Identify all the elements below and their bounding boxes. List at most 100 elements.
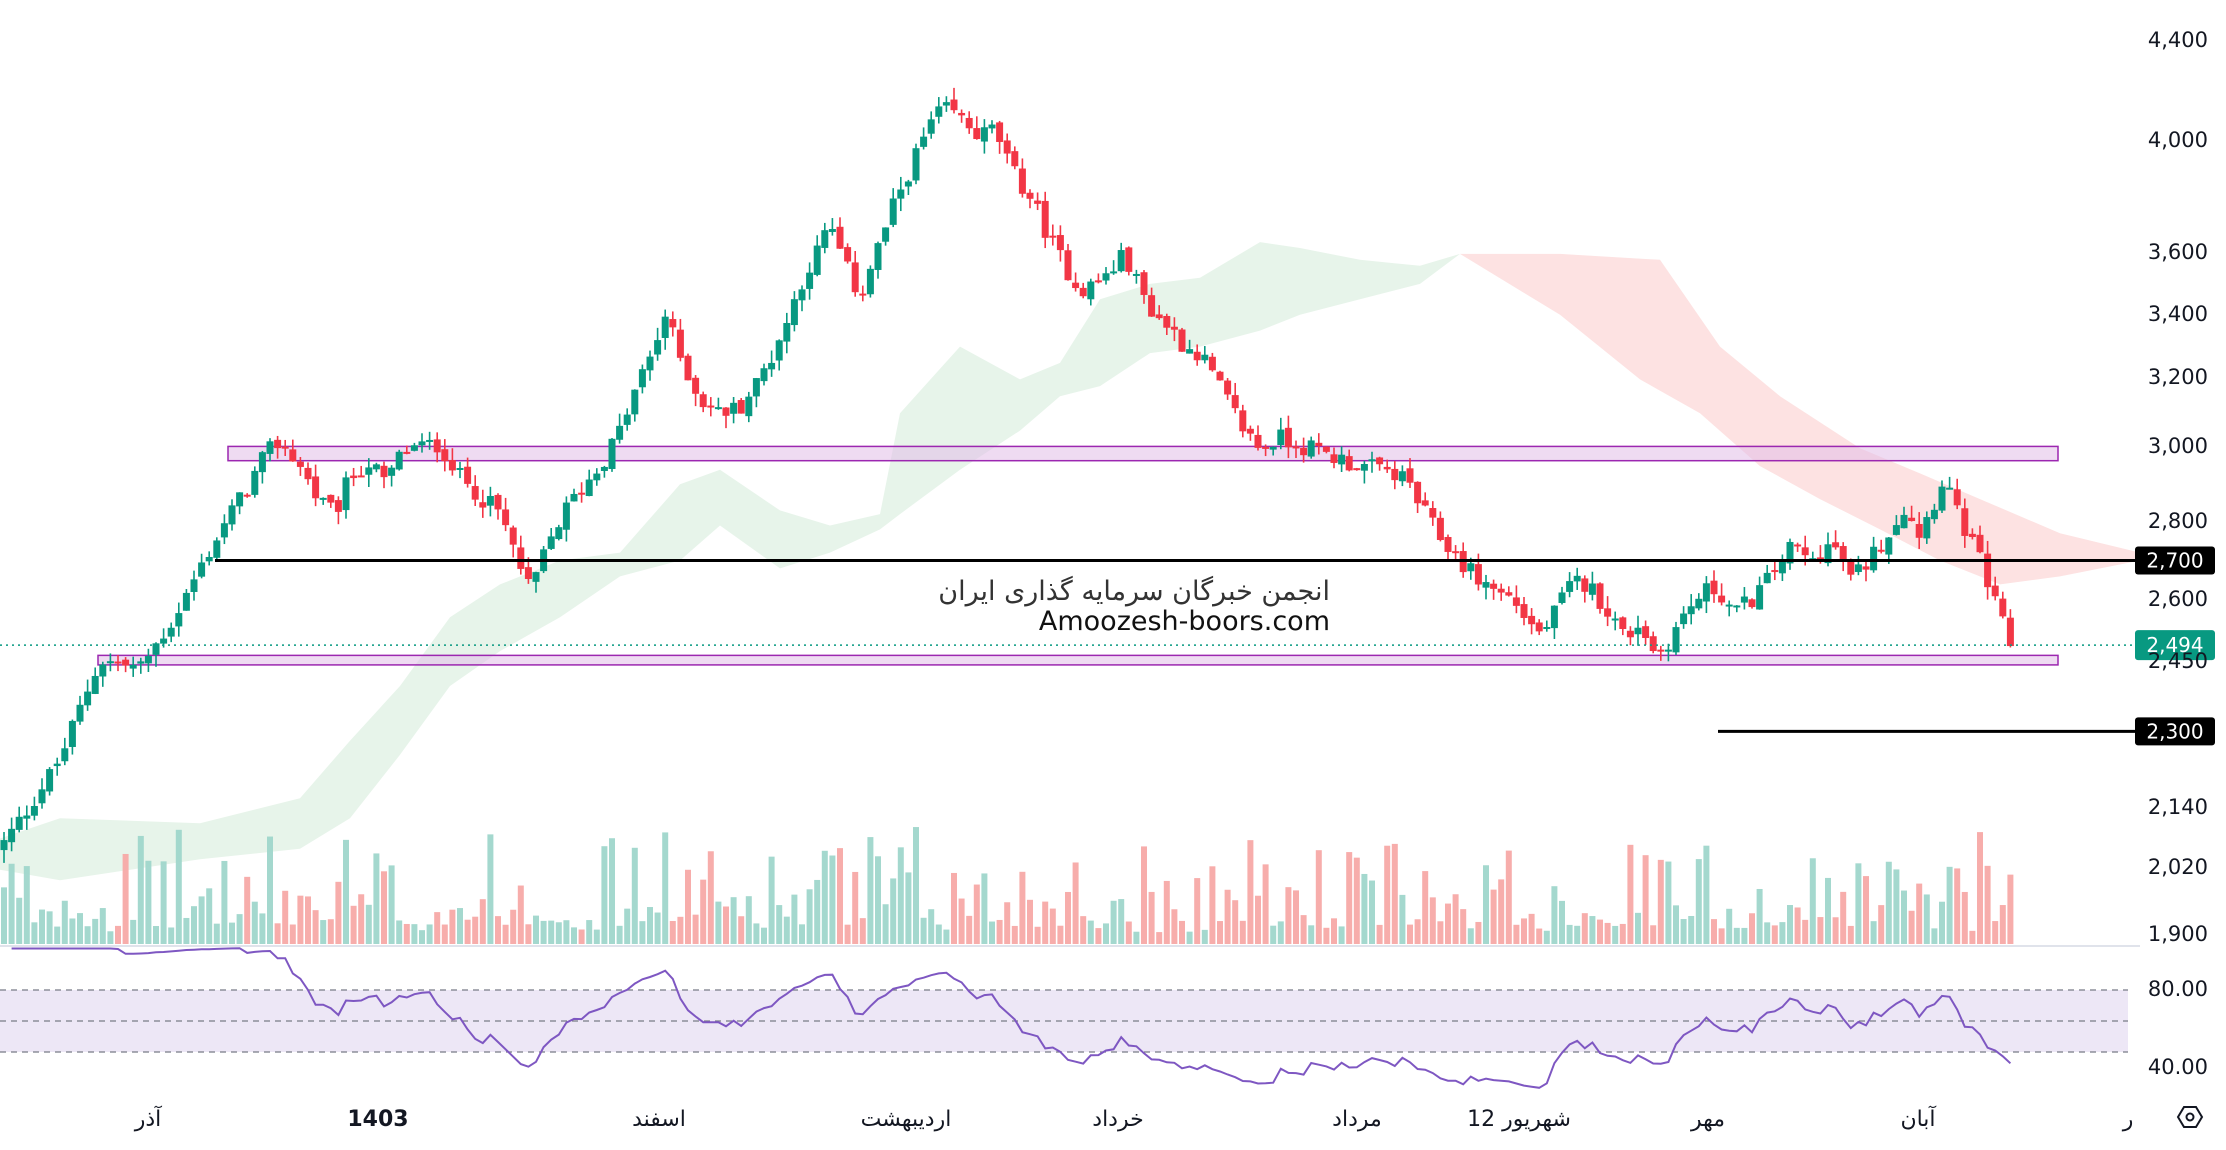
candle-body[interactable] bbox=[334, 500, 342, 512]
candle[interactable] bbox=[471, 475, 479, 506]
candle[interactable] bbox=[1406, 458, 1414, 488]
candle[interactable] bbox=[1398, 465, 1406, 487]
candle-body[interactable] bbox=[1657, 649, 1665, 652]
candle[interactable] bbox=[1300, 437, 1308, 463]
candle[interactable] bbox=[1049, 224, 1057, 246]
candle-body[interactable] bbox=[1474, 564, 1482, 585]
candle-body[interactable] bbox=[1094, 280, 1102, 283]
candle[interactable] bbox=[1231, 382, 1239, 414]
candle[interactable] bbox=[1740, 587, 1748, 610]
candle[interactable] bbox=[1262, 444, 1270, 457]
candle[interactable] bbox=[251, 466, 259, 498]
candle-body[interactable] bbox=[1885, 537, 1893, 555]
candle-body[interactable] bbox=[1376, 457, 1384, 465]
candle-body[interactable] bbox=[532, 572, 540, 582]
candle-body[interactable] bbox=[1642, 626, 1650, 639]
candle-body[interactable] bbox=[1079, 287, 1087, 297]
candle[interactable] bbox=[167, 622, 175, 643]
candle-body[interactable] bbox=[1528, 615, 1536, 625]
candle-body[interactable] bbox=[296, 461, 304, 467]
candle[interactable] bbox=[494, 493, 502, 520]
candle[interactable] bbox=[1786, 538, 1794, 570]
candle-body[interactable] bbox=[1984, 553, 1992, 588]
candle[interactable] bbox=[319, 497, 327, 505]
candle-body[interactable] bbox=[380, 465, 388, 478]
candle-body[interactable] bbox=[707, 405, 715, 408]
candle[interactable] bbox=[1125, 246, 1133, 276]
candle[interactable] bbox=[1573, 567, 1581, 590]
candle-body[interactable] bbox=[844, 247, 852, 262]
candle-body[interactable] bbox=[699, 394, 707, 408]
candle[interactable] bbox=[707, 397, 715, 417]
candle[interactable] bbox=[1201, 346, 1209, 364]
candle[interactable] bbox=[844, 243, 852, 264]
candle-body[interactable] bbox=[1847, 561, 1855, 575]
candle[interactable] bbox=[889, 188, 897, 228]
candle-body[interactable] bbox=[1170, 326, 1178, 330]
candle-body[interactable] bbox=[1824, 544, 1832, 564]
candle-body[interactable] bbox=[813, 245, 821, 275]
candle[interactable] bbox=[114, 655, 122, 672]
candle-body[interactable] bbox=[912, 148, 920, 181]
candle[interactable] bbox=[502, 497, 510, 532]
candle-body[interactable] bbox=[1262, 446, 1270, 449]
candle-body[interactable] bbox=[1794, 544, 1802, 547]
candle-body[interactable] bbox=[1224, 380, 1232, 395]
candle-body[interactable] bbox=[1604, 608, 1612, 617]
candle-body[interactable] bbox=[1300, 447, 1308, 456]
candle-body[interactable] bbox=[1543, 627, 1551, 630]
candle-body[interactable] bbox=[517, 547, 525, 569]
candle-body[interactable] bbox=[502, 509, 510, 526]
candle-body[interactable] bbox=[84, 691, 92, 706]
candle[interactable] bbox=[1619, 616, 1627, 636]
candle[interactable] bbox=[2006, 609, 2014, 648]
candle[interactable] bbox=[912, 143, 920, 185]
candle[interactable] bbox=[874, 241, 882, 279]
candle-body[interactable] bbox=[1246, 428, 1254, 434]
candle-body[interactable] bbox=[1733, 605, 1741, 608]
candle-body[interactable] bbox=[1072, 282, 1080, 289]
candle-body[interactable] bbox=[441, 449, 449, 462]
candle[interactable] bbox=[486, 486, 494, 517]
candle-body[interactable] bbox=[889, 198, 897, 225]
candle-body[interactable] bbox=[1436, 517, 1444, 540]
candle[interactable] bbox=[1763, 564, 1771, 584]
candle-body[interactable] bbox=[1307, 440, 1315, 457]
candle-body[interactable] bbox=[137, 661, 145, 664]
candle[interactable] bbox=[1968, 528, 1976, 540]
candle-body[interactable] bbox=[783, 322, 791, 342]
candle-body[interactable] bbox=[828, 229, 836, 232]
candle-body[interactable] bbox=[1961, 508, 1969, 536]
candle-body[interactable] bbox=[958, 112, 966, 116]
rsi-line[interactable] bbox=[11, 947, 2012, 1089]
candle[interactable] bbox=[692, 375, 700, 407]
candle[interactable] bbox=[654, 327, 662, 361]
candle[interactable] bbox=[1558, 586, 1566, 605]
candle-body[interactable] bbox=[15, 816, 23, 830]
candle-body[interactable] bbox=[1368, 459, 1376, 462]
candle-body[interactable] bbox=[920, 136, 928, 147]
candle[interactable] bbox=[1984, 540, 1992, 600]
candle-body[interactable] bbox=[91, 675, 99, 694]
candle-body[interactable] bbox=[1702, 583, 1710, 602]
candle[interactable] bbox=[1452, 545, 1460, 562]
candle[interactable] bbox=[1087, 278, 1095, 306]
candle-body[interactable] bbox=[859, 293, 867, 296]
candle[interactable] bbox=[1839, 542, 1847, 572]
candle-body[interactable] bbox=[555, 527, 563, 540]
candle-body[interactable] bbox=[1110, 271, 1118, 274]
candle[interactable] bbox=[1535, 619, 1543, 636]
candle-body[interactable] bbox=[494, 494, 502, 510]
candle[interactable] bbox=[1338, 446, 1346, 472]
candle-body[interactable] bbox=[258, 452, 266, 473]
candle-body[interactable] bbox=[874, 243, 882, 270]
candle[interactable] bbox=[775, 339, 783, 371]
candle[interactable] bbox=[1870, 536, 1878, 573]
candle-body[interactable] bbox=[1877, 549, 1885, 552]
candle-body[interactable] bbox=[1391, 468, 1399, 481]
candle-body[interactable] bbox=[1816, 557, 1824, 561]
candle[interactable] bbox=[1642, 620, 1650, 645]
candle-body[interactable] bbox=[821, 230, 829, 248]
candle-body[interactable] bbox=[403, 451, 411, 454]
